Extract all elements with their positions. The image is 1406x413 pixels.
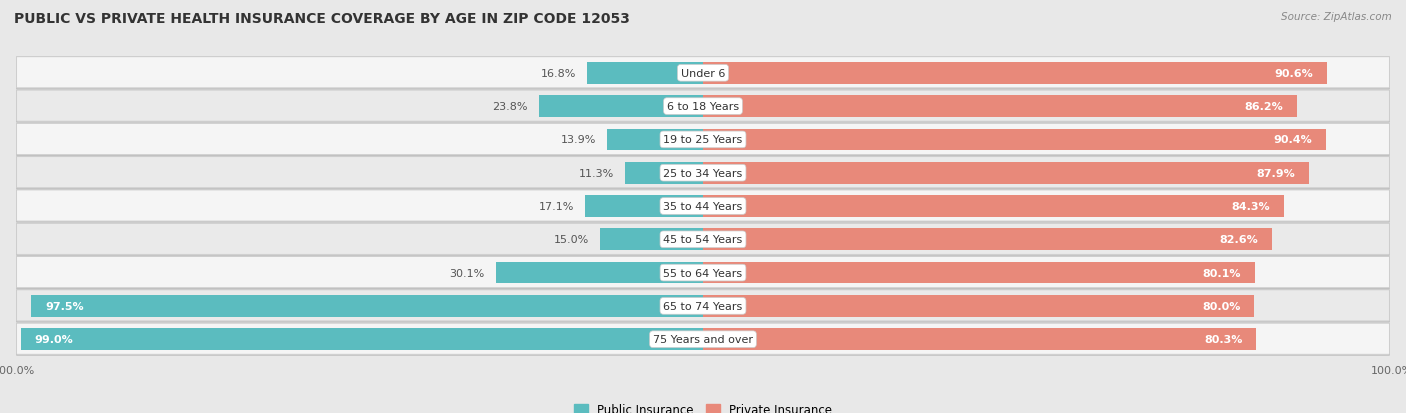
Text: 6 to 18 Years: 6 to 18 Years bbox=[666, 102, 740, 112]
Bar bbox=[703, 295, 1254, 317]
FancyBboxPatch shape bbox=[17, 323, 1389, 355]
Bar bbox=[703, 63, 1327, 84]
Text: 97.5%: 97.5% bbox=[45, 301, 84, 311]
Text: 11.3%: 11.3% bbox=[579, 168, 614, 178]
Bar bbox=[703, 129, 1326, 151]
Bar bbox=[607, 129, 703, 151]
FancyBboxPatch shape bbox=[17, 257, 1389, 288]
Text: 16.8%: 16.8% bbox=[541, 69, 576, 78]
Text: 80.0%: 80.0% bbox=[1202, 301, 1240, 311]
Text: 80.3%: 80.3% bbox=[1204, 335, 1243, 344]
Text: 99.0%: 99.0% bbox=[35, 335, 73, 344]
Bar bbox=[626, 162, 703, 184]
FancyBboxPatch shape bbox=[17, 323, 1389, 354]
Text: 19 to 25 Years: 19 to 25 Years bbox=[664, 135, 742, 145]
Text: 84.3%: 84.3% bbox=[1232, 202, 1270, 211]
Text: 23.8%: 23.8% bbox=[492, 102, 529, 112]
FancyBboxPatch shape bbox=[17, 91, 1389, 123]
Text: 30.1%: 30.1% bbox=[450, 268, 485, 278]
Bar bbox=[703, 229, 1272, 251]
Bar bbox=[599, 229, 703, 251]
Bar bbox=[496, 262, 703, 284]
FancyBboxPatch shape bbox=[17, 190, 1389, 221]
Text: 75 Years and over: 75 Years and over bbox=[652, 335, 754, 344]
Bar bbox=[703, 196, 1284, 217]
Text: Under 6: Under 6 bbox=[681, 69, 725, 78]
Text: 35 to 44 Years: 35 to 44 Years bbox=[664, 202, 742, 211]
Text: 15.0%: 15.0% bbox=[554, 235, 589, 245]
FancyBboxPatch shape bbox=[17, 290, 1389, 322]
FancyBboxPatch shape bbox=[17, 224, 1389, 256]
Bar bbox=[703, 162, 1309, 184]
Text: 17.1%: 17.1% bbox=[538, 202, 574, 211]
Text: 90.4%: 90.4% bbox=[1274, 135, 1312, 145]
Legend: Public Insurance, Private Insurance: Public Insurance, Private Insurance bbox=[569, 398, 837, 413]
Bar bbox=[585, 196, 703, 217]
Text: 82.6%: 82.6% bbox=[1219, 235, 1258, 245]
Text: 45 to 54 Years: 45 to 54 Years bbox=[664, 235, 742, 245]
Bar bbox=[588, 63, 703, 84]
FancyBboxPatch shape bbox=[17, 157, 1389, 189]
Bar bbox=[31, 295, 703, 317]
FancyBboxPatch shape bbox=[17, 124, 1389, 156]
FancyBboxPatch shape bbox=[17, 58, 1389, 90]
Text: 55 to 64 Years: 55 to 64 Years bbox=[664, 268, 742, 278]
FancyBboxPatch shape bbox=[17, 157, 1389, 188]
Text: 87.9%: 87.9% bbox=[1256, 168, 1295, 178]
Text: PUBLIC VS PRIVATE HEALTH INSURANCE COVERAGE BY AGE IN ZIP CODE 12053: PUBLIC VS PRIVATE HEALTH INSURANCE COVER… bbox=[14, 12, 630, 26]
Text: 90.6%: 90.6% bbox=[1275, 69, 1313, 78]
Text: 13.9%: 13.9% bbox=[561, 135, 596, 145]
FancyBboxPatch shape bbox=[17, 290, 1389, 321]
Text: 25 to 34 Years: 25 to 34 Years bbox=[664, 168, 742, 178]
FancyBboxPatch shape bbox=[17, 58, 1389, 88]
Bar bbox=[538, 96, 703, 118]
FancyBboxPatch shape bbox=[17, 124, 1389, 155]
Text: 86.2%: 86.2% bbox=[1244, 102, 1284, 112]
FancyBboxPatch shape bbox=[17, 190, 1389, 223]
FancyBboxPatch shape bbox=[17, 224, 1389, 255]
Text: 65 to 74 Years: 65 to 74 Years bbox=[664, 301, 742, 311]
Bar bbox=[703, 262, 1254, 284]
FancyBboxPatch shape bbox=[17, 91, 1389, 122]
Bar bbox=[703, 96, 1296, 118]
FancyBboxPatch shape bbox=[17, 257, 1389, 289]
Text: 80.1%: 80.1% bbox=[1202, 268, 1241, 278]
Text: Source: ZipAtlas.com: Source: ZipAtlas.com bbox=[1281, 12, 1392, 22]
Bar bbox=[21, 329, 703, 350]
Bar bbox=[703, 329, 1256, 350]
